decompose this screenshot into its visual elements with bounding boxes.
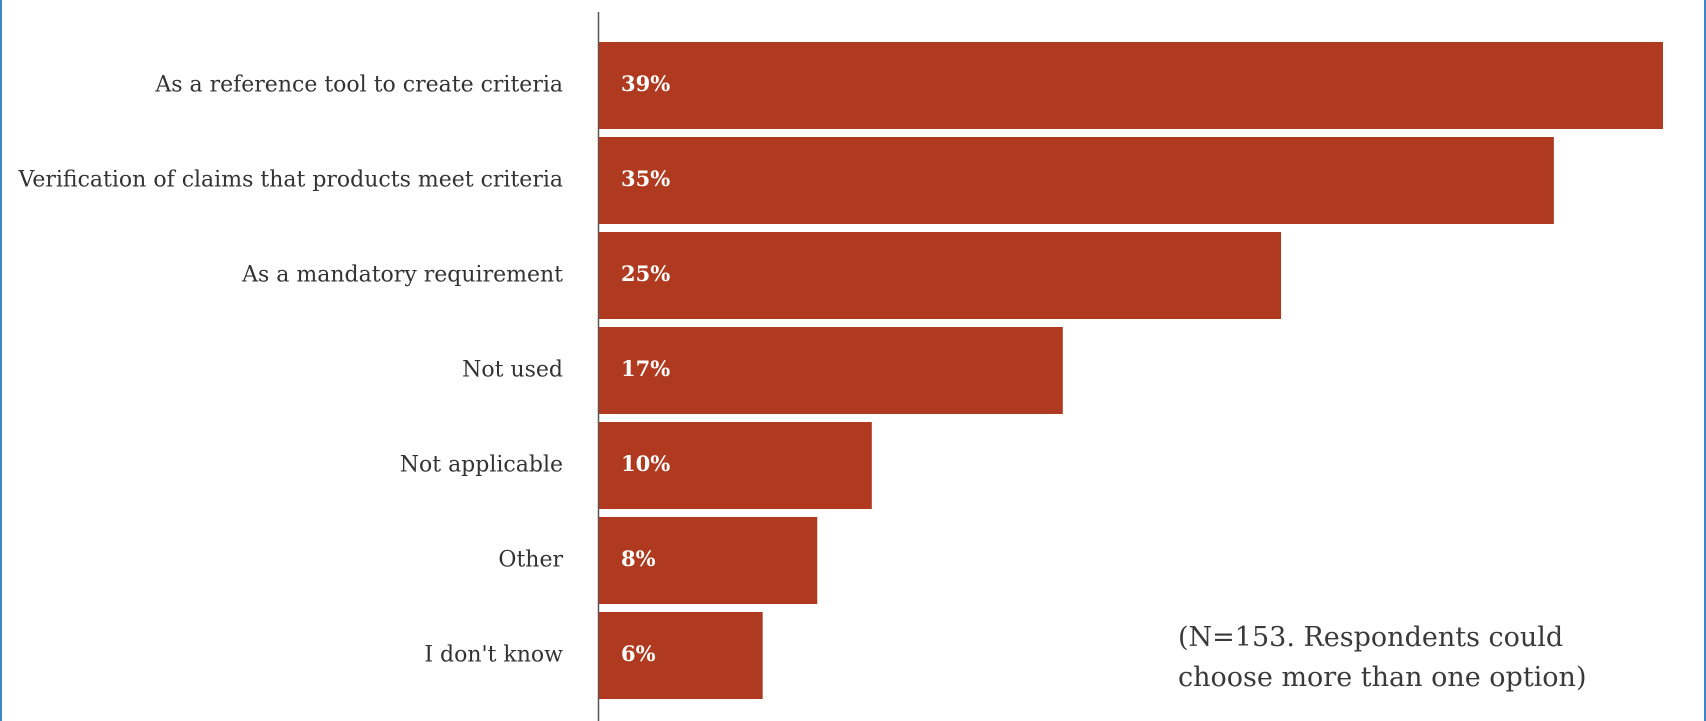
bar	[599, 137, 1554, 224]
bar	[599, 327, 1063, 414]
bar-value-label: 6%	[621, 641, 656, 666]
category-label: As a reference tool to create criteria	[154, 73, 563, 98]
bar	[599, 517, 818, 604]
category-label: I don't know	[424, 643, 563, 668]
bar	[599, 232, 1282, 319]
bar-value-label: 35%	[621, 166, 670, 191]
bar	[599, 612, 763, 699]
bar-value-label: 17%	[621, 356, 670, 381]
bar-value-label: 8%	[621, 546, 656, 571]
category-label: Verification of claims that products mee…	[17, 168, 563, 193]
bar	[599, 422, 872, 509]
category-label: Not used	[462, 358, 563, 383]
category-label: Not applicable	[400, 453, 563, 478]
bar	[599, 42, 1663, 129]
category-label: Other	[498, 548, 563, 573]
bars-group: 39% As a reference tool to create criteri…	[17, 42, 1663, 699]
bar-value-label: 25%	[621, 261, 670, 286]
category-label: As a mandatory requirement	[241, 263, 563, 288]
sample-note: (N=153. Respondents could choose more th…	[1178, 622, 1587, 693]
bar-value-label: 10%	[621, 451, 670, 476]
bar-value-label: 39%	[621, 71, 670, 96]
